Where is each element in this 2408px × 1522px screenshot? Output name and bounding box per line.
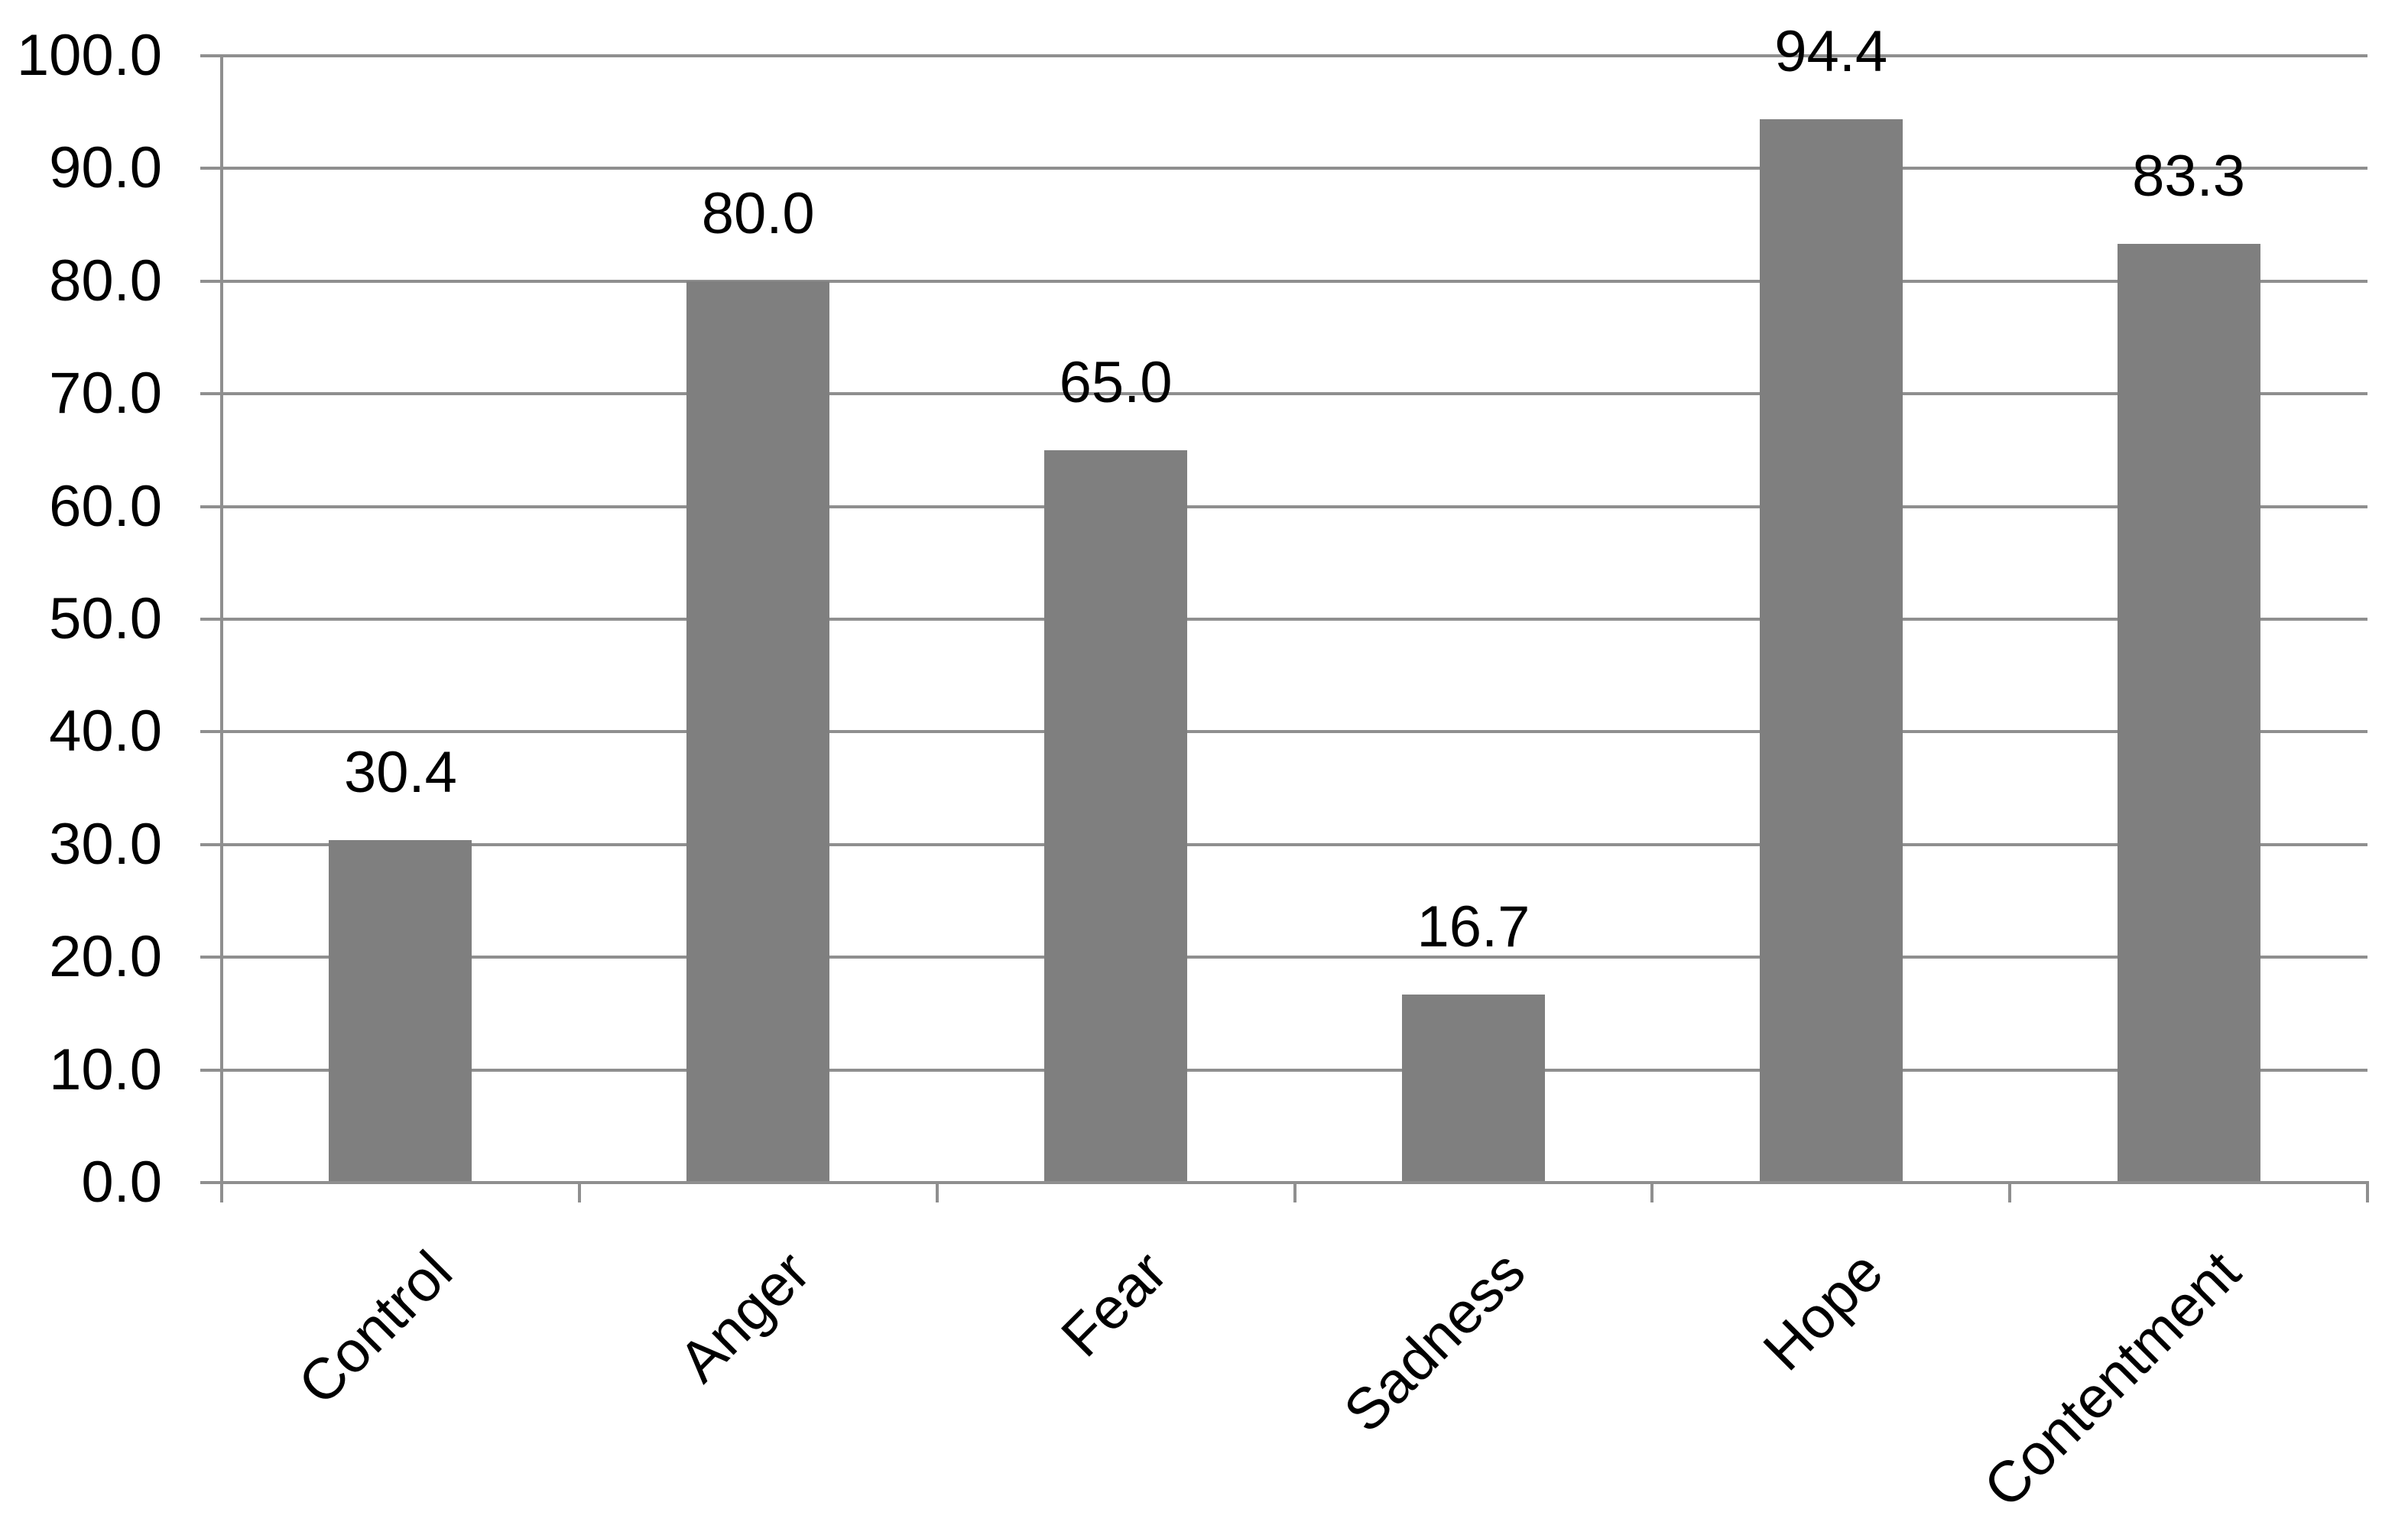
category-label: Fear	[1049, 1238, 1180, 1370]
y-tick-label: 100.0	[16, 23, 162, 88]
y-gridline	[222, 392, 2367, 396]
y-gridline	[222, 730, 2367, 734]
x-axis-tick	[577, 1181, 581, 1202]
y-gridline	[222, 842, 2367, 846]
y-gridline	[222, 956, 2367, 959]
bar-value-label: 80.0	[701, 180, 815, 246]
bar	[1044, 449, 1188, 1183]
y-tick-label: 70.0	[49, 361, 162, 427]
y-tick-label: 60.0	[49, 473, 162, 539]
x-axis-tick	[1293, 1181, 1296, 1202]
x-axis-tick	[935, 1181, 939, 1202]
x-axis-tick	[1650, 1181, 1654, 1202]
bar-value-label: 16.7	[1417, 894, 1530, 959]
y-tick-label: 20.0	[49, 924, 162, 990]
bar	[1401, 994, 1545, 1183]
x-axis-tick	[2008, 1181, 2012, 1202]
y-tick-label: 50.0	[49, 586, 162, 651]
category-label: Sadness	[1331, 1238, 1538, 1445]
bar-value-label: 30.4	[343, 739, 457, 805]
y-tick-label: 10.0	[49, 1037, 162, 1102]
x-axis-tick	[220, 1181, 223, 1202]
y-axis-tick	[200, 618, 222, 621]
y-axis-tick	[200, 730, 222, 734]
y-axis-tick	[200, 54, 222, 57]
y-gridline	[222, 505, 2367, 508]
bar	[1759, 118, 1903, 1183]
y-axis-tick	[200, 956, 222, 959]
y-axis-tick	[200, 392, 222, 396]
y-axis-tick	[200, 505, 222, 508]
y-axis-tick	[200, 167, 222, 170]
bar	[329, 839, 472, 1183]
y-tick-label: 90.0	[49, 135, 162, 201]
category-label: Contentment	[1971, 1238, 2253, 1520]
y-gridline	[222, 279, 2367, 283]
x-axis	[200, 1181, 2367, 1184]
y-tick-label: 80.0	[49, 248, 162, 313]
y-tick-label: 0.0	[81, 1150, 162, 1215]
category-label: Anger	[666, 1238, 823, 1395]
y-gridline	[222, 167, 2367, 170]
bar-value-label: 83.3	[2132, 144, 2246, 209]
category-label: Control	[286, 1238, 465, 1417]
y-gridline	[222, 618, 2367, 621]
y-tick-label: 40.0	[49, 699, 162, 764]
bar	[2117, 244, 2260, 1183]
y-tick-label: 30.0	[49, 811, 162, 877]
y-axis-tick	[200, 1068, 222, 1072]
x-axis-tick	[2366, 1181, 2369, 1202]
y-axis-tick	[200, 279, 222, 283]
bar-value-label: 94.4	[1774, 18, 1888, 84]
bar-value-label: 65.0	[1059, 349, 1173, 415]
y-gridline	[222, 1068, 2367, 1072]
category-label: Hope	[1751, 1238, 1895, 1384]
y-gridline	[222, 54, 2367, 57]
bar	[686, 281, 830, 1183]
y-axis-tick	[200, 842, 222, 846]
y-axis	[220, 54, 223, 1202]
